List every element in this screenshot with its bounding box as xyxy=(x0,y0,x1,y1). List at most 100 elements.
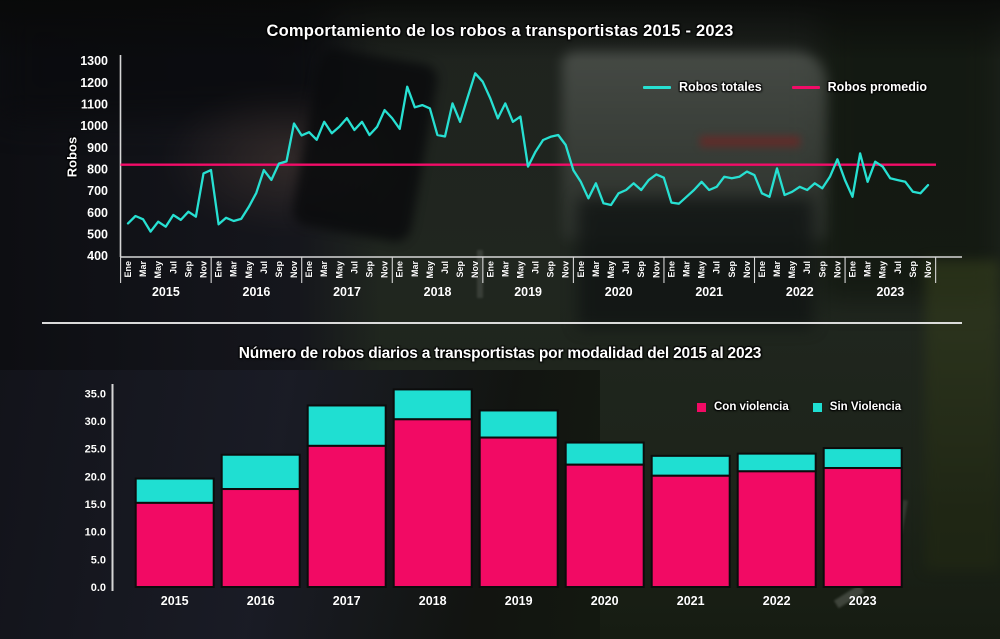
y-tick-label: 600 xyxy=(87,206,108,220)
category-label: 2022 xyxy=(763,594,791,608)
y-tick-label: 35.0 xyxy=(85,388,106,400)
month-tick-label: Jul xyxy=(349,261,359,274)
month-tick-label: Nov xyxy=(923,261,933,278)
month-tick-label: Mar xyxy=(410,261,420,278)
bar-con-violencia-2017 xyxy=(306,444,387,588)
month-tick-label: Mar xyxy=(681,261,691,278)
category-label: 2020 xyxy=(591,594,619,608)
bar-sin-violencia-2016 xyxy=(220,453,301,491)
month-tick-label: May xyxy=(697,261,707,279)
legend-item-sin-violencia: Sin Violencia xyxy=(812,401,902,413)
bar-sin-violencia-2023 xyxy=(822,447,903,470)
legend-label: Sin Violencia xyxy=(829,401,902,413)
month-tick-label: Jul xyxy=(712,261,722,274)
robos-totales-line-swatch xyxy=(643,85,671,89)
month-tick-label: Sep xyxy=(365,261,375,278)
month-tick-label: Nov xyxy=(198,261,208,278)
y-tick-label: 1200 xyxy=(80,76,108,90)
month-tick-label: Sep xyxy=(274,261,284,278)
year-label: 2017 xyxy=(333,285,361,299)
category-label: 2021 xyxy=(677,594,705,608)
y-tick-label: 5.0 xyxy=(91,554,106,566)
month-tick-label: Nov xyxy=(470,261,480,278)
line-chart-y-axis-label: Robos xyxy=(64,136,80,178)
bar-chart-title: Número de robos diarios a transportistas… xyxy=(238,345,762,362)
month-tick-label: Sep xyxy=(183,261,193,278)
month-tick-label: May xyxy=(334,261,344,279)
month-tick-label: Nov xyxy=(832,261,842,278)
month-tick-label: Ene xyxy=(395,261,405,278)
month-tick-label: Mar xyxy=(772,261,782,278)
bar-con-violencia-2019 xyxy=(478,436,559,588)
month-tick-label: Ene xyxy=(304,261,314,278)
month-tick-label: Nov xyxy=(380,261,390,278)
legend-item-robos-totales: Robos totales xyxy=(643,80,762,94)
y-tick-label: 15.0 xyxy=(85,499,106,511)
bar-chart-legend: Con violencia Sin Violencia xyxy=(697,401,901,413)
bar-con-violencia-2022 xyxy=(736,470,817,589)
category-label: 2019 xyxy=(505,594,533,608)
month-tick-label: Nov xyxy=(289,261,299,278)
sin-violencia-swatch xyxy=(812,402,822,412)
month-tick-label: May xyxy=(153,261,163,279)
month-tick-label: Ene xyxy=(123,261,133,278)
y-tick-label: 30.0 xyxy=(85,416,106,428)
month-tick-label: May xyxy=(878,261,888,279)
month-tick-label: Jul xyxy=(168,261,178,274)
bar-sin-violencia-2019 xyxy=(478,409,559,439)
y-tick-label: 700 xyxy=(87,184,108,198)
bar-sin-violencia-2021 xyxy=(650,454,731,477)
month-tick-label: Sep xyxy=(727,261,737,278)
bar-con-violencia-2020 xyxy=(564,463,645,589)
category-label: 2018 xyxy=(419,594,447,608)
legend-label: Con violencia xyxy=(714,401,789,413)
bar-con-violencia-2016 xyxy=(220,488,301,589)
month-tick-label: Ene xyxy=(666,261,676,278)
month-tick-label: Mar xyxy=(319,261,329,278)
month-tick-label: Mar xyxy=(500,261,510,278)
month-tick-label: Jul xyxy=(621,261,631,274)
month-tick-label: May xyxy=(515,261,525,279)
category-label: 2015 xyxy=(161,594,189,608)
month-tick-label: Sep xyxy=(636,261,646,278)
month-tick-label: Ene xyxy=(576,261,586,278)
robos-promedio-line-swatch xyxy=(791,85,820,89)
month-tick-label: Ene xyxy=(485,261,495,278)
y-tick-label: 500 xyxy=(87,228,108,242)
bar-sin-violencia-2022 xyxy=(736,452,817,473)
month-tick-label: May xyxy=(244,261,254,279)
year-label: 2016 xyxy=(243,285,271,299)
month-tick-label: Jul xyxy=(440,261,450,274)
month-tick-label: May xyxy=(787,261,797,279)
month-tick-label: Sep xyxy=(546,261,556,278)
month-tick-label: Ene xyxy=(848,261,858,278)
y-tick-label: 10.0 xyxy=(85,527,106,539)
month-tick-label: Mar xyxy=(591,261,601,278)
y-tick-label: 1100 xyxy=(81,98,108,112)
month-tick-label: May xyxy=(606,261,616,279)
y-tick-label: 1000 xyxy=(80,119,108,133)
month-tick-label: May xyxy=(425,261,435,279)
legend-item-robos-promedio: Robos promedio xyxy=(791,80,927,94)
month-tick-label: Ene xyxy=(214,261,224,278)
month-tick-label: Mar xyxy=(229,261,239,278)
category-label: 2023 xyxy=(849,594,877,608)
month-tick-label: Jul xyxy=(259,261,269,274)
month-tick-label: Sep xyxy=(455,261,465,278)
year-label: 2020 xyxy=(605,285,633,299)
month-tick-label: Jul xyxy=(531,261,541,274)
month-tick-label: Nov xyxy=(561,261,571,278)
y-tick-label: 25.0 xyxy=(85,444,106,456)
year-label: 2023 xyxy=(876,285,904,299)
bar-sin-violencia-2018 xyxy=(392,388,473,421)
month-tick-label: Mar xyxy=(138,261,148,278)
y-tick-label: 0.0 xyxy=(91,582,106,594)
bar-sin-violencia-2015 xyxy=(134,477,215,504)
bar-con-violencia-2018 xyxy=(392,418,473,589)
bar-con-violencia-2021 xyxy=(650,474,731,589)
month-tick-label: Jul xyxy=(893,261,903,274)
year-label: 2022 xyxy=(786,285,814,299)
